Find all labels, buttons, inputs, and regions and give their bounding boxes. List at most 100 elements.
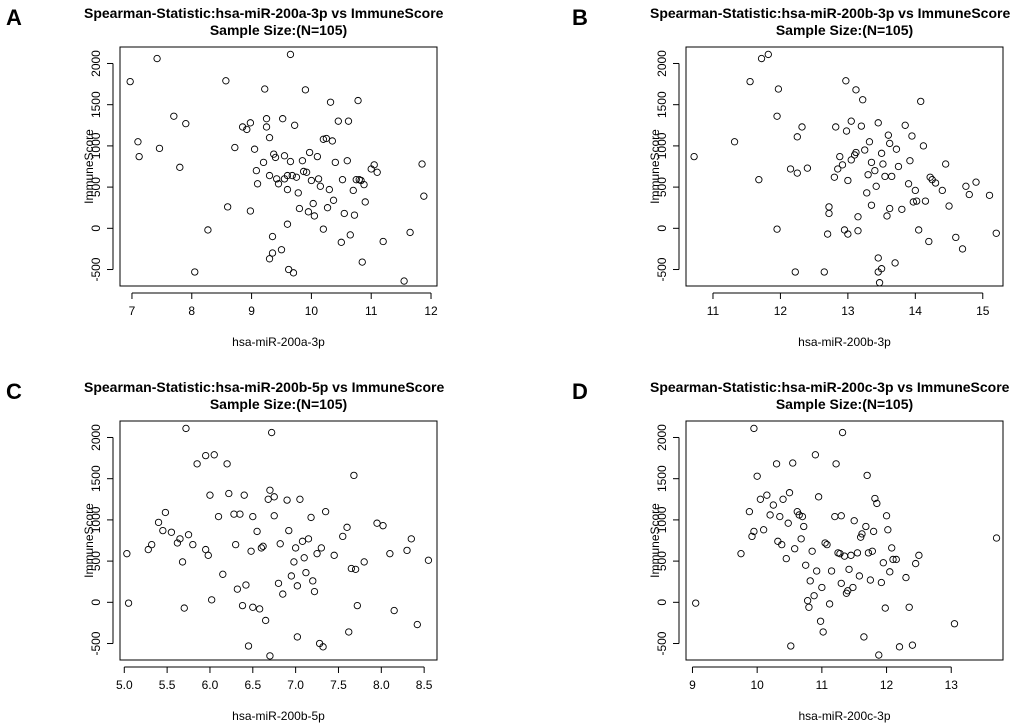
data-point	[345, 628, 353, 636]
data-point	[757, 54, 766, 63]
data-point	[867, 158, 876, 167]
data-point	[958, 245, 967, 253]
data-point	[224, 203, 232, 211]
data-point	[350, 211, 359, 219]
data-point	[808, 547, 816, 555]
data-point	[290, 558, 298, 566]
data-point	[730, 138, 739, 146]
data-point	[867, 201, 876, 209]
data-point	[148, 540, 156, 549]
data-point	[773, 225, 781, 233]
data-point	[837, 579, 845, 588]
data-point	[803, 597, 812, 605]
data-point	[769, 501, 777, 509]
data-point	[862, 522, 870, 531]
data-point	[420, 192, 428, 200]
data-point	[886, 568, 894, 576]
data-point	[265, 134, 274, 142]
data-point	[894, 162, 903, 171]
data-point	[819, 628, 827, 636]
y-axis-label: ImmuneScore	[648, 129, 662, 204]
data-point	[283, 185, 292, 194]
y-tick-label: 2000	[655, 50, 669, 77]
data-point	[847, 117, 855, 125]
data-point	[842, 127, 851, 135]
data-point	[373, 168, 381, 176]
data-point	[370, 161, 378, 169]
data-point	[881, 172, 889, 181]
data-point	[915, 551, 923, 559]
y-tick-label: 2000	[89, 50, 103, 77]
data-point	[892, 145, 901, 153]
data-point	[837, 512, 845, 520]
data-point	[167, 528, 176, 536]
data-point	[379, 522, 387, 530]
data-point	[261, 616, 270, 625]
y-axis: -500 0 500 1000 1500 2000	[89, 50, 114, 282]
data-point	[850, 517, 858, 525]
data-point	[337, 238, 345, 246]
data-point	[276, 540, 284, 548]
data-point	[745, 508, 754, 516]
data-point	[823, 230, 832, 238]
data-point	[818, 583, 826, 592]
data-point	[902, 573, 910, 582]
data-point	[863, 471, 871, 480]
data-point	[343, 157, 351, 165]
y-tick-label: 1500	[89, 465, 103, 492]
data-point	[124, 599, 133, 607]
data-point	[153, 54, 161, 63]
x-axis: 9 10 11 12 13	[689, 666, 958, 692]
data-point	[403, 546, 411, 555]
data-point	[858, 530, 866, 538]
title-group: Spearman-Statistic:hsa-miR-200b-5p vs Im…	[84, 379, 444, 395]
data-point	[869, 527, 878, 536]
data-point	[847, 156, 855, 164]
data-point	[259, 542, 267, 550]
x-tick-label: 12	[424, 304, 438, 318]
data-point	[286, 50, 295, 59]
data-point	[810, 592, 818, 600]
data-point	[872, 182, 880, 190]
data-point	[871, 494, 879, 503]
data-point	[232, 540, 240, 549]
data-point	[286, 157, 295, 166]
data-point	[305, 148, 314, 157]
data-point	[911, 186, 919, 195]
data-point	[898, 205, 906, 214]
x-axis-label: hsa-miR-200b-3p	[798, 335, 891, 349]
data-point	[238, 601, 247, 610]
y-tick-label: 1500	[655, 91, 669, 118]
data-point	[853, 549, 862, 557]
data-point	[173, 539, 182, 547]
data-point	[265, 171, 274, 180]
data-point	[210, 451, 218, 459]
data-point	[797, 535, 805, 543]
data-point	[827, 567, 836, 575]
data-point	[857, 533, 865, 541]
data-point	[283, 496, 291, 504]
data-point	[875, 279, 884, 287]
data-point	[854, 213, 862, 221]
data-point	[386, 550, 394, 558]
x-tick-label: 8.0	[373, 678, 390, 692]
data-point	[877, 265, 886, 273]
data-point	[302, 168, 311, 176]
data-point	[844, 230, 852, 238]
y-tick-label: 500	[655, 551, 669, 571]
data-point	[952, 233, 960, 242]
data-point	[309, 199, 317, 208]
data-point	[317, 544, 325, 552]
data-point	[274, 579, 283, 588]
data-point	[844, 176, 852, 185]
chart-subtitle: Sample Size:(N=105)	[210, 396, 347, 412]
y-axis-label: ImmuneScore	[82, 129, 96, 204]
data-point	[753, 472, 761, 480]
data-point	[748, 532, 756, 541]
data-point	[135, 152, 143, 161]
data-point	[787, 642, 795, 650]
data-point	[352, 176, 360, 184]
data-point	[912, 559, 920, 568]
data-point	[249, 512, 257, 521]
data-point	[182, 119, 190, 128]
